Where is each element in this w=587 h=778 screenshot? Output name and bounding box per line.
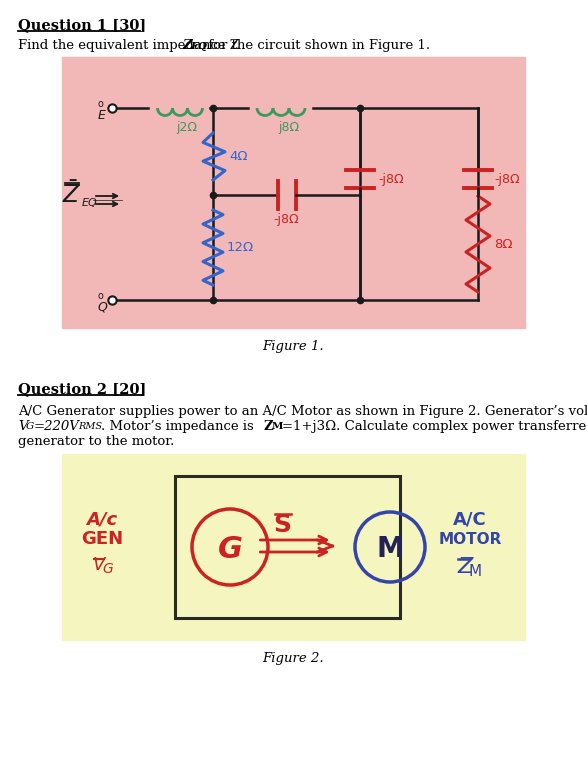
Text: $\bar{Z}$: $\bar{Z}$ <box>62 181 82 209</box>
Text: o: o <box>97 291 103 301</box>
Text: =220V: =220V <box>34 420 80 433</box>
Text: A/c: A/c <box>86 510 117 528</box>
Text: G: G <box>26 422 34 431</box>
Text: RMS: RMS <box>78 422 102 431</box>
Text: 8Ω: 8Ω <box>494 237 512 251</box>
Text: j8Ω: j8Ω <box>278 121 299 134</box>
Text: MOTOR: MOTOR <box>438 531 502 546</box>
Polygon shape <box>62 454 525 640</box>
Text: j2Ω: j2Ω <box>177 121 197 134</box>
Text: A/C Generator supplies power to an A/C Motor as shown in Figure 2. Generator’s v: A/C Generator supplies power to an A/C M… <box>18 405 587 418</box>
Text: Figure 1.: Figure 1. <box>263 340 324 353</box>
Text: -j8Ω: -j8Ω <box>378 173 404 185</box>
Text: M: M <box>376 535 404 563</box>
Text: A/C: A/C <box>453 510 487 528</box>
Text: Z: Z <box>457 557 473 577</box>
Text: generator to the motor.: generator to the motor. <box>18 435 174 448</box>
Text: . Motor’s impedance is: . Motor’s impedance is <box>101 420 258 433</box>
Text: Figure 2.: Figure 2. <box>263 652 324 665</box>
Text: GEN: GEN <box>81 530 123 548</box>
Text: for the circuit shown in Figure 1.: for the circuit shown in Figure 1. <box>204 39 430 52</box>
Text: Question 1 [30]: Question 1 [30] <box>18 18 146 32</box>
Text: EQ: EQ <box>82 198 98 208</box>
Bar <box>175 476 400 618</box>
Polygon shape <box>62 57 525 328</box>
Text: Find the equivalent impedance Z: Find the equivalent impedance Z <box>18 39 239 52</box>
Text: =1+j3Ω. Calculate complex power transferred from the: =1+j3Ω. Calculate complex power transfer… <box>282 420 587 433</box>
Text: o: o <box>97 99 103 109</box>
Text: Q: Q <box>97 300 107 314</box>
Text: G: G <box>218 534 242 563</box>
Text: V: V <box>93 556 105 574</box>
Text: G: G <box>103 562 113 576</box>
Text: 4Ω: 4Ω <box>229 150 248 163</box>
Text: V: V <box>18 420 28 433</box>
Text: M: M <box>468 563 481 579</box>
Text: -j8Ω: -j8Ω <box>494 173 519 185</box>
Text: M: M <box>272 422 284 431</box>
Text: Z: Z <box>182 39 191 52</box>
Text: EQ: EQ <box>190 42 207 51</box>
Text: 12Ω: 12Ω <box>227 241 254 254</box>
Text: Z: Z <box>264 420 274 433</box>
Text: -j8Ω: -j8Ω <box>274 213 299 226</box>
Text: Question 2 [20]: Question 2 [20] <box>18 382 146 396</box>
Text: E: E <box>98 108 106 121</box>
Text: S: S <box>274 513 292 537</box>
